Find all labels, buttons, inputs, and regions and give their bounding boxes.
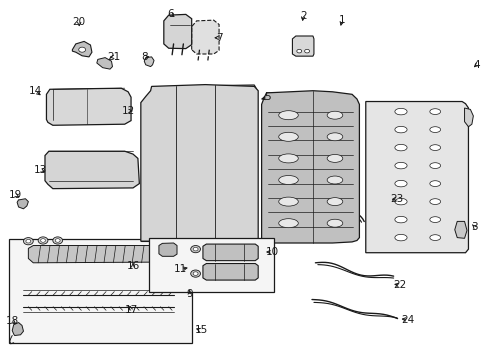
Circle shape bbox=[38, 237, 48, 244]
Polygon shape bbox=[365, 102, 468, 253]
Polygon shape bbox=[72, 41, 92, 57]
Text: 7: 7 bbox=[215, 33, 222, 43]
Ellipse shape bbox=[326, 133, 342, 141]
Text: 10: 10 bbox=[266, 247, 279, 257]
Ellipse shape bbox=[326, 176, 342, 184]
Circle shape bbox=[55, 239, 60, 242]
Ellipse shape bbox=[429, 235, 440, 240]
Ellipse shape bbox=[394, 198, 406, 205]
Polygon shape bbox=[46, 88, 131, 125]
Ellipse shape bbox=[394, 108, 406, 115]
Ellipse shape bbox=[394, 234, 406, 241]
Ellipse shape bbox=[394, 180, 406, 187]
Circle shape bbox=[190, 270, 200, 277]
Polygon shape bbox=[12, 323, 23, 336]
Polygon shape bbox=[464, 108, 472, 127]
Ellipse shape bbox=[394, 216, 406, 223]
Polygon shape bbox=[97, 58, 112, 69]
Circle shape bbox=[296, 49, 301, 53]
Ellipse shape bbox=[429, 109, 440, 114]
Ellipse shape bbox=[278, 132, 298, 141]
Text: 2: 2 bbox=[299, 11, 306, 21]
Ellipse shape bbox=[278, 175, 298, 184]
Polygon shape bbox=[17, 199, 28, 209]
Polygon shape bbox=[203, 85, 256, 238]
Ellipse shape bbox=[429, 127, 440, 132]
Polygon shape bbox=[261, 91, 359, 243]
Text: 19: 19 bbox=[9, 190, 22, 200]
Ellipse shape bbox=[278, 111, 298, 120]
Text: 17: 17 bbox=[124, 305, 138, 315]
Polygon shape bbox=[151, 86, 203, 238]
Circle shape bbox=[53, 237, 62, 244]
Circle shape bbox=[193, 247, 198, 251]
Polygon shape bbox=[45, 151, 139, 189]
Text: 20: 20 bbox=[73, 17, 85, 27]
Text: 23: 23 bbox=[389, 194, 403, 204]
Text: 15: 15 bbox=[194, 325, 208, 336]
Ellipse shape bbox=[429, 163, 440, 168]
Ellipse shape bbox=[326, 111, 342, 119]
Text: 12: 12 bbox=[121, 106, 135, 116]
Text: 16: 16 bbox=[126, 261, 140, 271]
Text: 22: 22 bbox=[392, 280, 406, 290]
Ellipse shape bbox=[326, 198, 342, 206]
Polygon shape bbox=[28, 246, 170, 263]
Bar bbox=[149, 238, 273, 292]
Text: 11: 11 bbox=[174, 264, 187, 274]
Ellipse shape bbox=[278, 197, 298, 206]
Polygon shape bbox=[454, 221, 466, 238]
Text: 1: 1 bbox=[338, 15, 345, 25]
Bar bbox=[9, 239, 192, 343]
Circle shape bbox=[193, 272, 198, 275]
Polygon shape bbox=[141, 85, 258, 241]
Polygon shape bbox=[191, 20, 219, 54]
Ellipse shape bbox=[278, 219, 298, 228]
Ellipse shape bbox=[429, 217, 440, 222]
Ellipse shape bbox=[394, 126, 406, 133]
Text: 8: 8 bbox=[141, 52, 147, 62]
Ellipse shape bbox=[429, 181, 440, 186]
Polygon shape bbox=[144, 57, 154, 67]
Ellipse shape bbox=[326, 219, 342, 227]
Text: 18: 18 bbox=[5, 316, 19, 326]
Text: 21: 21 bbox=[106, 52, 120, 62]
Text: 24: 24 bbox=[401, 315, 414, 325]
Text: 14: 14 bbox=[28, 86, 42, 96]
Text: 6: 6 bbox=[166, 9, 173, 19]
Text: 13: 13 bbox=[33, 165, 47, 175]
Ellipse shape bbox=[394, 162, 406, 169]
Text: 5: 5 bbox=[264, 92, 271, 102]
Polygon shape bbox=[142, 92, 151, 238]
Text: 3: 3 bbox=[470, 222, 477, 232]
Ellipse shape bbox=[429, 145, 440, 150]
Text: 9: 9 bbox=[186, 289, 193, 300]
Circle shape bbox=[23, 238, 33, 245]
Ellipse shape bbox=[278, 154, 298, 163]
Ellipse shape bbox=[326, 154, 342, 162]
Circle shape bbox=[79, 47, 85, 52]
Ellipse shape bbox=[429, 199, 440, 204]
Polygon shape bbox=[159, 243, 177, 256]
Polygon shape bbox=[203, 244, 258, 261]
Text: 4: 4 bbox=[472, 60, 479, 70]
Circle shape bbox=[190, 246, 200, 253]
Polygon shape bbox=[163, 14, 191, 49]
Polygon shape bbox=[203, 264, 258, 280]
Circle shape bbox=[41, 239, 45, 242]
Circle shape bbox=[304, 49, 309, 53]
Ellipse shape bbox=[394, 144, 406, 151]
Polygon shape bbox=[292, 36, 313, 56]
Circle shape bbox=[26, 239, 31, 243]
